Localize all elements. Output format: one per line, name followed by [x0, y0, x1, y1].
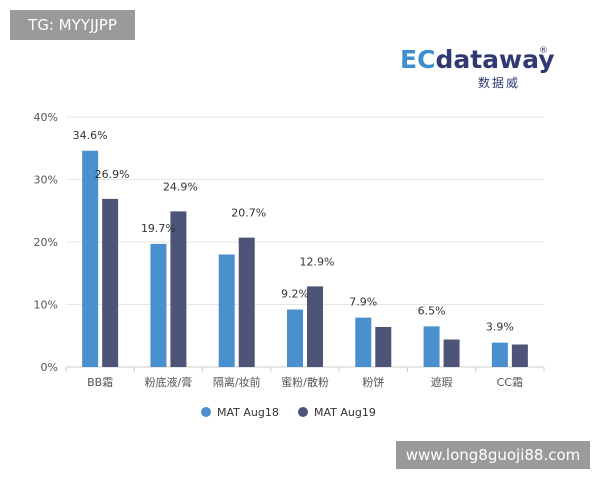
- x-tick-label: 隔离/妆前: [213, 375, 261, 389]
- x-tick-label: 蜜粉/散粉: [281, 375, 329, 389]
- data-label: 9.2%: [281, 288, 309, 301]
- y-tick-label: 30%: [34, 174, 58, 187]
- x-tick-label: 粉饼: [362, 375, 384, 389]
- bar-series2: [443, 339, 460, 367]
- registered-mark: ®: [539, 46, 548, 56]
- bar-chart: 0% 10% 20% 30% 40% 34.6% 26.9% BB霜 19.7% 24.9% 粉底液…: [34, 111, 545, 419]
- x-tick-label: 遮瑕: [431, 375, 453, 389]
- data-label: 19.7%: [141, 222, 176, 235]
- data-label: 3.9%: [486, 321, 514, 334]
- legend-label: MAT Aug18: [217, 406, 279, 419]
- bar-series2: [511, 344, 528, 367]
- logo-brand-text: dataway: [435, 45, 555, 74]
- legend-marker: [298, 407, 308, 417]
- bar-series1: [355, 317, 372, 367]
- y-tick-label: 20%: [34, 236, 58, 249]
- bar-series1: [423, 326, 440, 367]
- logo-chinese-text: 数据威: [478, 76, 521, 90]
- bar-series1: [218, 254, 235, 367]
- legend-label: MAT Aug19: [314, 406, 376, 419]
- watermark-bottom-right: www.long8guoji88.com: [396, 441, 590, 469]
- y-tick-label: 10%: [34, 299, 58, 312]
- bar-series2: [375, 327, 392, 367]
- logo-ec-text: EC: [400, 45, 436, 74]
- y-tick-label: 40%: [34, 111, 58, 124]
- bar-series1: [287, 309, 303, 367]
- ecdataway-logo: ECdataway ® 数据威: [400, 45, 555, 92]
- bar-series2: [238, 237, 255, 367]
- bar-series1: [82, 150, 99, 367]
- data-label: 12.9%: [300, 255, 335, 268]
- data-label: 24.9%: [163, 180, 198, 193]
- data-label: 34.6%: [73, 129, 108, 142]
- bar-series2: [307, 286, 323, 367]
- data-label: 20.7%: [231, 207, 266, 220]
- watermark-top-left: TG: MYYJJPP: [10, 10, 135, 40]
- x-tick-label: CC霜: [497, 376, 523, 389]
- y-tick-label: 0%: [41, 361, 58, 374]
- data-label: 7.9%: [349, 296, 377, 309]
- data-label: 6.5%: [418, 304, 446, 317]
- bar-series1: [150, 243, 167, 367]
- data-label: 26.9%: [95, 168, 130, 181]
- x-tick-label: BB霜: [87, 376, 113, 389]
- bar-series2: [102, 198, 119, 367]
- legend-marker: [201, 407, 211, 417]
- x-tick-label: 粉底液/膏: [145, 375, 193, 389]
- bar-series2: [170, 211, 187, 367]
- bar-series1: [491, 342, 508, 367]
